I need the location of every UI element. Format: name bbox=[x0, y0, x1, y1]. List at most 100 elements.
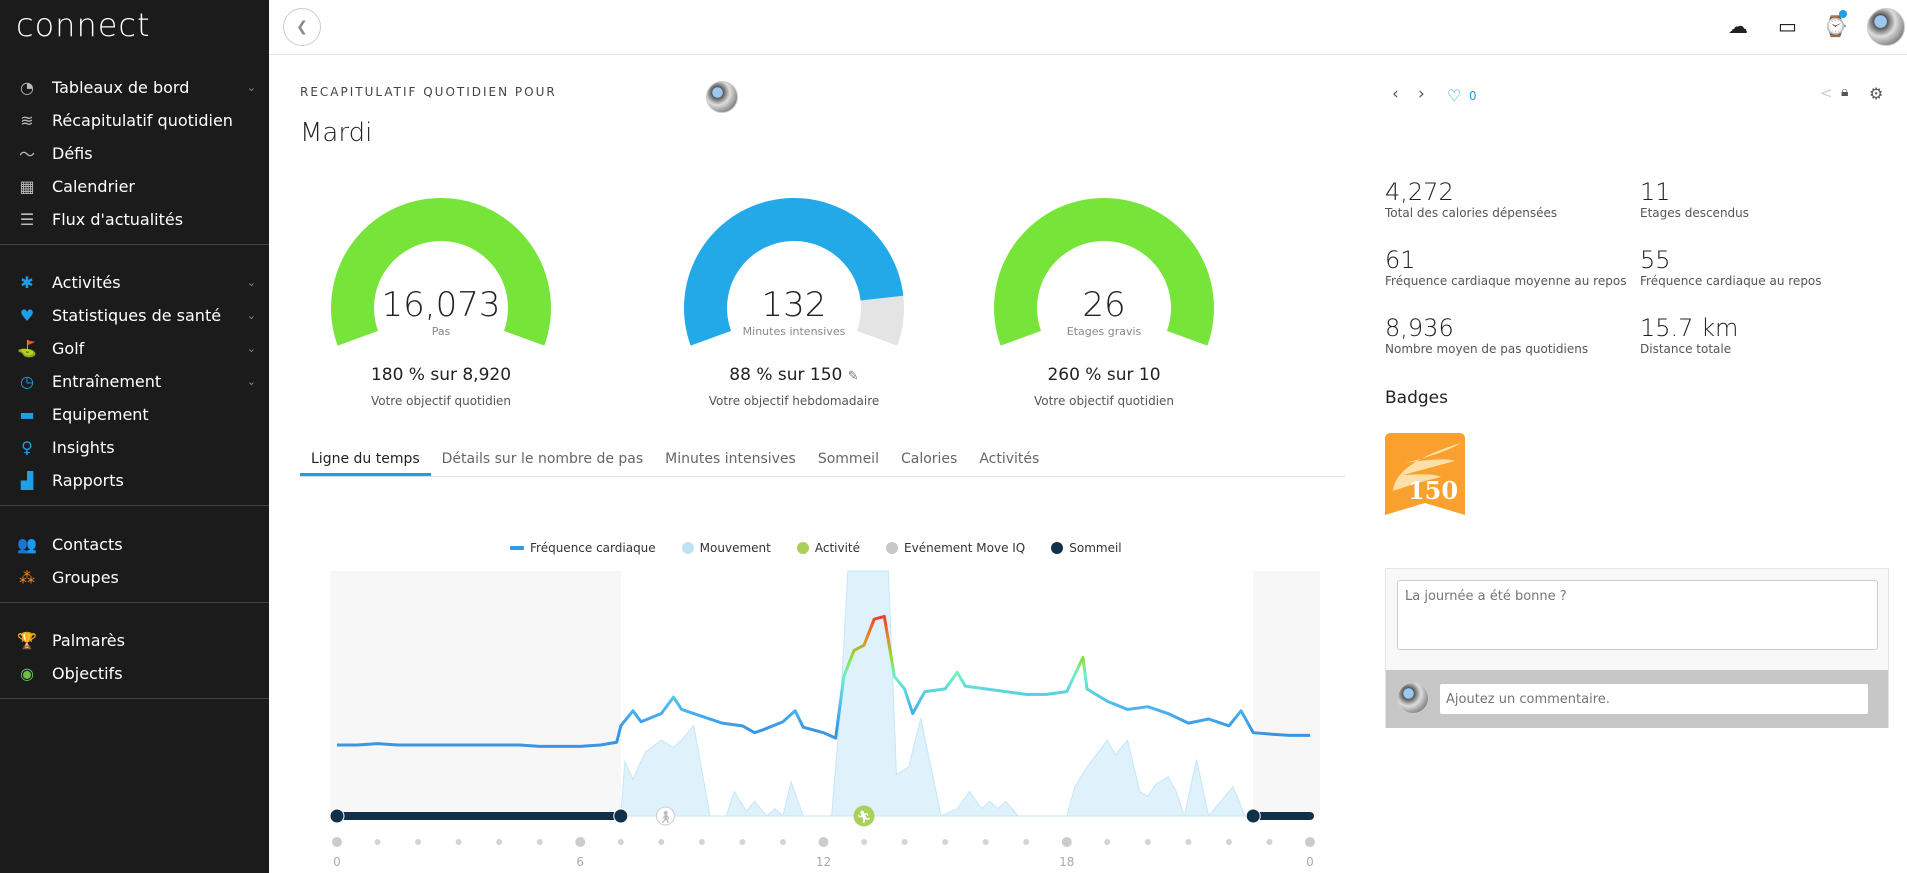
gauge-0: 16,073 Pas bbox=[291, 285, 591, 338]
legend-label: Evénement Move IQ bbox=[904, 541, 1026, 555]
lock-icon[interactable]: 🔒︎ bbox=[1841, 84, 1849, 100]
sidebar-item-activites[interactable]: ✱ Activités ⌄ bbox=[16, 268, 256, 296]
sidebar-item-contacts[interactable]: 👥 Contacts bbox=[16, 530, 256, 558]
tab-3[interactable]: Sommeil bbox=[817, 451, 879, 467]
comment-input[interactable] bbox=[1440, 684, 1868, 714]
stat-label: Nombre moyen de pas quotidiens bbox=[1385, 342, 1589, 356]
previous-day-button[interactable]: ‹ bbox=[1392, 84, 1399, 104]
sidebar-item-label: Palmarès bbox=[52, 630, 125, 650]
legend-item[interactable]: Mouvement bbox=[681, 541, 771, 555]
hour-tick bbox=[1225, 839, 1232, 845]
sidebar-item-label: Insights bbox=[52, 437, 115, 457]
hour-tick bbox=[1144, 839, 1151, 845]
sidebar-item-golf[interactable]: ⛳ Golf ⌄ bbox=[16, 334, 256, 362]
chevron-down-icon[interactable]: ⌄ bbox=[246, 374, 256, 388]
next-day-button[interactable]: › bbox=[1418, 84, 1425, 104]
hour-tick bbox=[1104, 839, 1111, 845]
legend-swatch bbox=[886, 542, 899, 554]
tab-1[interactable]: Détails sur le nombre de pas bbox=[441, 451, 644, 467]
chart-legend: Fréquence cardiaque Mouvement Activité E… bbox=[510, 541, 1122, 555]
sidebar-item-label: Rapports bbox=[52, 470, 124, 490]
walking-icon-glyph: 🚶︎ bbox=[658, 810, 673, 824]
back-button[interactable]: ❮ bbox=[283, 8, 321, 46]
gauge-goal: 180 % sur 8,920 Votre objectif quotidien bbox=[291, 365, 591, 408]
sidebar-item-tableaux-de-bord[interactable]: ◔ Tableaux de bord ⌄ bbox=[16, 73, 256, 101]
inbox-icon[interactable]: ▭ bbox=[1778, 14, 1797, 38]
gear-icon[interactable]: ⚙ bbox=[1869, 84, 1884, 103]
gauge-label: Etages gravis bbox=[1066, 325, 1142, 338]
stat-value: 55 bbox=[1640, 246, 1671, 274]
sidebar-item-equipement[interactable]: ▬ Equipement bbox=[16, 400, 256, 428]
sidebar-item-groupes[interactable]: ⁂ Groupes bbox=[16, 563, 256, 591]
tab-2[interactable]: Minutes intensives bbox=[665, 451, 796, 467]
gauge-value: 16,073 bbox=[381, 285, 501, 325]
tab-5[interactable]: Activités bbox=[979, 451, 1040, 467]
legend-label: Sommeil bbox=[1069, 541, 1122, 555]
timeline-chart: 🚶︎ 🏃︎ 0 6 12 18 0 bbox=[329, 570, 1320, 869]
sleep-start-icon bbox=[329, 808, 345, 824]
sidebar-item-label: Flux d'actualités bbox=[52, 209, 184, 229]
chevron-down-icon[interactable]: ⌄ bbox=[246, 80, 256, 94]
like-heart-icon[interactable]: ♡ bbox=[1447, 86, 1462, 105]
chevron-down-icon[interactable]: ⌄ bbox=[246, 308, 256, 322]
legend-item[interactable]: Activité bbox=[796, 541, 860, 555]
gauge-label: Minutes intensives bbox=[742, 325, 846, 338]
share-icon[interactable]: < bbox=[1820, 84, 1833, 102]
connect-logo[interactable]: connect bbox=[16, 6, 151, 44]
sidebar-item-entrainement[interactable]: ◷ Entraînement ⌄ bbox=[16, 367, 256, 395]
gauge-1: 132 Minutes intensives bbox=[644, 285, 944, 338]
sidebar-item-label: Tableaux de bord bbox=[52, 77, 190, 97]
sidebar-item-label: Contacts bbox=[52, 534, 123, 554]
contacts-icon: 👥 bbox=[17, 534, 37, 554]
sidebar-item-calendrier[interactable]: ▦ Calendrier bbox=[16, 172, 256, 200]
hour-tick bbox=[374, 839, 381, 845]
profile-avatar[interactable] bbox=[706, 81, 738, 113]
user-avatar[interactable] bbox=[1867, 8, 1905, 46]
legend-item[interactable]: Evénement Move IQ bbox=[886, 541, 1025, 555]
edit-pencil-icon[interactable]: ✎ bbox=[847, 369, 859, 384]
hour-tick bbox=[861, 839, 868, 845]
hour-tick bbox=[455, 839, 462, 845]
calendar-icon: ▦ bbox=[19, 176, 35, 196]
sidebar-item-statistiques-de-sante[interactable]: ♥ Statistiques de santé ⌄ bbox=[16, 301, 256, 329]
sidebar-item-label: Activités bbox=[52, 272, 121, 292]
x-tick-label: 6 bbox=[576, 855, 584, 869]
sidebar-item-recapitulatif-quotidien[interactable]: ≋ Récapitulatif quotidien bbox=[16, 106, 256, 134]
upload-cloud-icon[interactable]: ☁ bbox=[1728, 14, 1748, 38]
chevron-down-icon[interactable]: ⌄ bbox=[246, 341, 256, 355]
sleep-icon bbox=[1245, 808, 1261, 824]
sidebar-item-objectifs[interactable]: ◉ Objectifs bbox=[16, 659, 256, 687]
alarm-clock-icon bbox=[613, 808, 629, 824]
sidebar-item-flux-dactualites[interactable]: ☰ Flux d'actualités bbox=[16, 205, 256, 233]
sidebar-divider bbox=[0, 698, 269, 699]
hour-tick bbox=[332, 837, 342, 847]
walking-icon[interactable] bbox=[655, 806, 675, 826]
watch-icon[interactable]: ⌚ bbox=[1823, 14, 1848, 38]
sidebar-item-defis[interactable]: 〜 Défis bbox=[16, 139, 256, 167]
hour-tick bbox=[536, 839, 543, 845]
running-icon[interactable] bbox=[853, 805, 875, 827]
target-icon: ◉ bbox=[20, 663, 34, 683]
legend-item[interactable]: Sommeil bbox=[1051, 541, 1122, 555]
day-note-input[interactable] bbox=[1397, 580, 1878, 650]
stat: 8,936 Nombre moyen de pas quotidiens bbox=[1385, 314, 1588, 356]
sidebar-divider bbox=[0, 244, 269, 245]
sidebar-item-insights[interactable]: ♀ Insights bbox=[16, 433, 256, 461]
hour-tick bbox=[779, 839, 786, 845]
chevron-down-icon[interactable]: ⌄ bbox=[246, 275, 256, 289]
sidebar-divider bbox=[0, 505, 269, 506]
sidebar-item-palmares[interactable]: 🏆 Palmarès bbox=[16, 626, 256, 654]
sidebar-item-label: Golf bbox=[52, 338, 85, 358]
x-tick-label: 0 bbox=[333, 855, 341, 869]
running-icon-glyph: 🏃︎ bbox=[856, 810, 871, 824]
tab-4[interactable]: Calories bbox=[900, 451, 958, 467]
sidebar: connect ◔ Tableaux de bord ⌄ ≋ Récapitul… bbox=[0, 0, 269, 873]
gauge-value: 132 bbox=[761, 285, 827, 325]
stat: 15.7 km Distance totale bbox=[1640, 314, 1738, 356]
layers-icon: ≋ bbox=[20, 110, 34, 130]
tab-0[interactable]: Ligne du temps bbox=[300, 446, 431, 476]
sidebar-item-rapports[interactable]: ▟ Rapports bbox=[16, 466, 256, 494]
badge-150-icon[interactable]: 150 bbox=[1385, 433, 1465, 515]
legend-item[interactable]: Fréquence cardiaque bbox=[510, 541, 656, 555]
hour-tick bbox=[942, 839, 949, 845]
